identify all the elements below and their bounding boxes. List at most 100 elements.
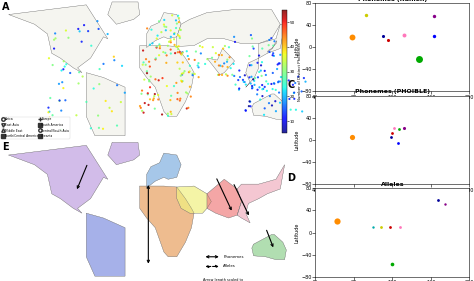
Point [219, 46, 227, 51]
Point [386, 225, 394, 229]
Point [175, 44, 182, 49]
Point [218, 53, 226, 57]
Point [173, 81, 180, 85]
Point [183, 106, 191, 111]
Point [214, 72, 222, 77]
Point [177, 51, 184, 56]
Point [292, 108, 300, 112]
Point [215, 53, 223, 57]
Point [145, 103, 152, 107]
Point [224, 73, 231, 78]
Point [224, 65, 231, 69]
Point [257, 63, 265, 68]
Point [167, 47, 174, 52]
Point [285, 78, 292, 83]
Point [430, 13, 438, 18]
Point [246, 75, 253, 80]
Point [389, 131, 396, 135]
Polygon shape [177, 186, 211, 213]
Point [141, 101, 148, 105]
Point [104, 32, 111, 36]
Point [178, 71, 186, 76]
Point [250, 46, 257, 51]
Point [218, 73, 226, 77]
Polygon shape [177, 10, 280, 47]
Polygon shape [140, 46, 194, 116]
Point [51, 31, 59, 36]
Text: C: C [287, 80, 295, 90]
Title: Phonemes (Ruhlen): Phonemes (Ruhlen) [358, 0, 427, 2]
Point [178, 80, 186, 84]
Point [251, 83, 258, 87]
Point [138, 88, 146, 93]
Point [276, 53, 284, 57]
Point [113, 83, 121, 87]
Point [62, 98, 69, 103]
Point [160, 50, 167, 54]
Point [149, 41, 156, 46]
Point [242, 108, 250, 113]
Polygon shape [246, 24, 284, 87]
Point [149, 98, 157, 102]
Point [45, 105, 52, 110]
Point [158, 112, 166, 117]
Point [137, 106, 145, 110]
Legend: Africa, East Asia, Middle East, North/Central America, Europe, South America, Ce: Africa, East Asia, Middle East, North/Ce… [1, 117, 70, 139]
Point [277, 75, 285, 79]
Point [171, 31, 178, 35]
Point [146, 42, 154, 47]
Point [168, 13, 176, 18]
Point [95, 82, 103, 86]
Point [179, 60, 187, 65]
Point [167, 38, 174, 43]
Point [222, 72, 230, 76]
Point [298, 89, 305, 94]
Point [155, 19, 163, 24]
Point [226, 55, 233, 60]
Point [56, 98, 64, 103]
Point [99, 126, 107, 131]
Point [94, 113, 102, 118]
Point [73, 113, 80, 117]
Point [176, 96, 184, 101]
Point [167, 40, 174, 45]
Point [163, 84, 171, 88]
Point [167, 51, 174, 56]
Point [300, 76, 308, 80]
Point [270, 54, 278, 58]
Point [184, 54, 191, 58]
Point [181, 69, 188, 73]
Point [230, 35, 238, 39]
Point [95, 126, 103, 130]
Point [110, 58, 118, 62]
Point [292, 81, 299, 85]
Point [377, 225, 384, 229]
Point [275, 90, 283, 95]
Point [173, 60, 181, 65]
Point [269, 71, 277, 75]
Point [225, 45, 233, 49]
Point [204, 57, 211, 62]
Point [251, 76, 259, 80]
Point [162, 28, 170, 33]
Point [166, 98, 174, 102]
Point [271, 81, 278, 86]
Point [258, 83, 266, 87]
Point [215, 63, 223, 68]
Point [184, 106, 192, 110]
Point [176, 36, 183, 40]
Point [211, 60, 219, 64]
Point [220, 61, 228, 66]
Point [87, 126, 95, 131]
Point [161, 24, 168, 29]
Point [195, 61, 202, 65]
Point [163, 25, 170, 29]
Point [57, 108, 65, 113]
Point [144, 92, 152, 97]
Point [60, 86, 67, 90]
Point [136, 104, 144, 108]
Point [49, 113, 56, 117]
Polygon shape [146, 153, 181, 188]
Point [102, 99, 109, 103]
Point [182, 90, 190, 95]
